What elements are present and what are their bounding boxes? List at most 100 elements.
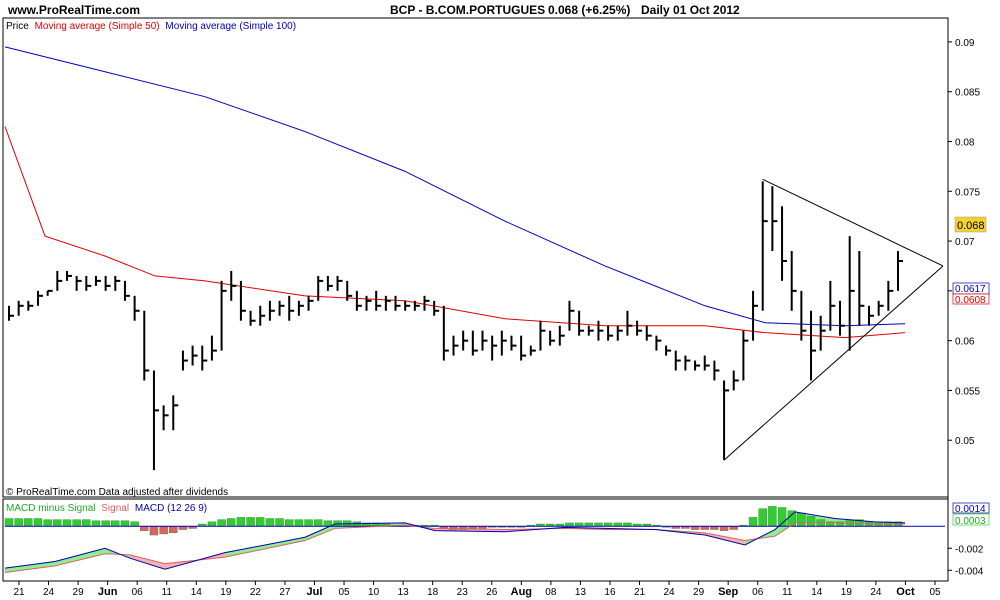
price-bar — [336, 275, 343, 291]
price-bar — [645, 325, 652, 341]
date-tick-label: 26 — [486, 587, 498, 598]
date-tick-label: 22 — [250, 587, 262, 598]
macd-histogram-bar — [227, 518, 236, 527]
price-bar — [259, 305, 266, 326]
footer-note: © ProRealTime.com Data adjusted after di… — [6, 487, 228, 498]
price-bar — [742, 330, 749, 381]
date-tick-label: 05 — [338, 587, 350, 598]
macd-histogram-bar — [787, 510, 796, 527]
triangle-trendlines — [723, 178, 944, 461]
macd-value-badge — [952, 502, 990, 514]
macd-histogram-bar — [236, 517, 246, 527]
price-bar — [607, 325, 614, 341]
date-tick-label: 19 — [220, 587, 232, 598]
price-bar — [288, 295, 295, 321]
ma100-value-label: 0.0617 — [955, 284, 986, 295]
price-bar — [587, 325, 594, 336]
price-bar — [317, 275, 324, 301]
macd-histogram-bar — [14, 518, 23, 527]
hist-value-label: 0.0003 — [955, 516, 986, 527]
date-tick-label: 10 — [368, 587, 380, 598]
macd-histogram-bar — [265, 518, 275, 527]
price-bar — [674, 350, 681, 371]
date-tick-label: 27 — [279, 587, 291, 598]
macd-histogram-bar — [758, 508, 767, 527]
price-bar — [897, 251, 903, 291]
moving-averages — [4, 46, 906, 339]
ma50-value-label: 0.0608 — [955, 295, 986, 306]
price-bar — [752, 290, 759, 341]
price-bar — [578, 310, 585, 336]
ma100-line — [4, 46, 906, 327]
symbol-title: BCP - B.COM.PORTUGUES — [390, 3, 545, 17]
date-tick-label: 18 — [427, 587, 439, 598]
price-bar — [442, 305, 449, 361]
price-bar — [500, 330, 507, 356]
date-tick-label: 14 — [811, 587, 823, 598]
price-bar — [375, 290, 382, 311]
ma50-line — [4, 126, 906, 339]
macd-histogram-bar — [130, 521, 139, 527]
price-bar — [133, 295, 140, 321]
date-tick-label: 24 — [664, 587, 676, 598]
price-bar — [761, 181, 768, 311]
price-bar — [790, 251, 797, 311]
price-bar — [848, 236, 855, 351]
date-tick-label: 11 — [162, 587, 173, 598]
date-tick-label: 21 — [13, 587, 25, 598]
price-bar — [65, 270, 72, 281]
price-bar — [114, 275, 121, 291]
price-bar — [249, 310, 256, 326]
price-bar — [17, 300, 24, 316]
hist-value-badge — [952, 513, 990, 526]
price-bar — [346, 280, 353, 301]
macd-histogram-bar — [748, 517, 758, 527]
price-bar — [268, 300, 275, 321]
price-bar — [56, 270, 63, 291]
date-tick-label: Jun — [98, 586, 118, 598]
macd-value-label: 0.0014 — [955, 504, 986, 515]
price-bar — [452, 335, 459, 356]
date-tick-label: Aug — [511, 586, 532, 598]
date-tick-label: 13 — [398, 587, 410, 598]
price-bar — [104, 275, 111, 291]
price-bar — [307, 295, 314, 311]
last-price-label: 0.068 — [957, 220, 985, 232]
price-bar — [433, 300, 440, 316]
lower-trendline — [723, 265, 944, 461]
date-tick-label: Sep — [718, 586, 738, 598]
macd-histogram-bar — [246, 517, 255, 527]
date-tick-label: 08 — [545, 587, 557, 598]
date-tick-label: 05 — [929, 587, 941, 598]
price-bar — [297, 300, 304, 316]
price-panel[interactable] — [2, 17, 949, 498]
price-bar — [636, 320, 643, 336]
price-bar — [713, 360, 720, 381]
date-tick-label: 29 — [693, 587, 705, 598]
price-bar — [684, 355, 691, 371]
price-tick-label: 0.085 — [955, 88, 980, 99]
macd-histogram-bar — [169, 526, 178, 534]
legend-price: Price — [6, 21, 29, 32]
legend-ma50: Moving average (Simple 50) — [35, 21, 160, 32]
macd-histogram-bar — [719, 526, 729, 531]
price-bar — [8, 305, 14, 321]
price-bar — [413, 300, 420, 311]
price-tick-label: 0.07 — [955, 237, 975, 248]
macd-y-axis: -0.002 -0.004 — [948, 544, 984, 577]
macd-histogram-bar — [43, 519, 52, 527]
price-tick-label: 0.09 — [955, 38, 975, 49]
macd-histogram-bar — [72, 519, 81, 527]
macd-signal-fill — [705, 532, 745, 545]
price-bar — [404, 300, 411, 311]
ma50-badge — [952, 293, 990, 305]
last-price-badge — [954, 216, 987, 233]
price-bar — [481, 330, 488, 351]
date-tick-label: 11 — [782, 587, 793, 598]
price-bar — [278, 300, 285, 316]
macd-histogram-bar — [149, 526, 159, 536]
date-tick-label: 19 — [841, 587, 853, 598]
signal-line — [4, 522, 905, 573]
